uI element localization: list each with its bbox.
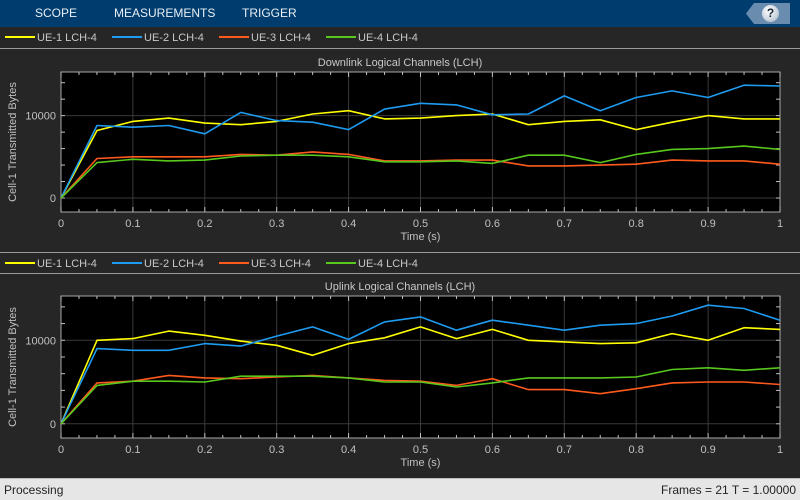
x-axis-label: Time (s) (401, 231, 441, 243)
legend-line-ue3 (219, 262, 249, 265)
help-button[interactable]: ? (746, 3, 790, 24)
series-line-ue1 (60, 109, 780, 199)
downlink-plot-panel: Downlink Logical Channels (LCH) 0 0.1 0.2 0… (0, 50, 800, 252)
status-bar: Processing Frames = 21 T = 1.00000 (0, 478, 800, 500)
x-tick-label: 0.1 (125, 444, 140, 456)
y-tick-label: 10000 (25, 335, 56, 347)
series-line-ue3 (60, 151, 781, 199)
legend-line-ue1 (5, 262, 35, 265)
legend-label: UE-3 LCH-4 (251, 32, 311, 44)
x-tick-label: 0.6 (485, 218, 500, 230)
series-line-ue2 (60, 84, 781, 199)
x-tick-label: 0.3 (269, 218, 284, 230)
x-tick-label: 0 (58, 444, 64, 456)
legend-item-ue3[interactable]: UE-3 LCH-4 (219, 27, 311, 49)
downlink-plot-title: Downlink Logical Channels (LCH) (317, 57, 483, 69)
x-axis-label: Time (s) (401, 457, 441, 469)
y-axis-label: Cell-1 Transmitted Bytes (7, 307, 19, 427)
x-tick-label: 0.4 (341, 218, 356, 230)
y-axis-label: Cell-1 Transmitted Bytes (7, 82, 19, 202)
series-line-ue4 (60, 367, 781, 425)
x-tick-label: 0.2 (197, 444, 212, 456)
toolstrip: SCOPE MEASUREMENTS TRIGGER ? (0, 0, 800, 27)
status-text: Processing (4, 483, 64, 497)
x-tick-label: 0.1 (125, 218, 140, 230)
x-tick-label: 0.2 (197, 218, 212, 230)
series-line-ue4 (60, 145, 781, 199)
legend-item-ue2[interactable]: UE-2 LCH-4 (112, 27, 204, 49)
x-tick-label: 1 (777, 218, 783, 230)
legend-item-ue1[interactable]: UE-1 LCH-4 (5, 253, 97, 275)
legend-line-ue2 (112, 262, 142, 265)
y-tick-label: 0 (50, 193, 56, 205)
x-tick-label: 0.9 (700, 444, 715, 456)
y-tick-label: 0 (50, 419, 56, 431)
legend-label: UE-4 LCH-4 (358, 32, 418, 44)
help-icon: ? (762, 5, 779, 22)
legend-line-ue2 (112, 36, 142, 39)
legend-label: UE-1 LCH-4 (37, 258, 97, 270)
x-tick-label: 0.7 (557, 218, 572, 230)
uplink-plot-panel: Uplink Logical Channels (LCH) 0 0.1 0.2 0.3… (0, 275, 800, 478)
legend-item-ue2[interactable]: UE-2 LCH-4 (112, 253, 204, 275)
legend-uplink: UE-1 LCH-4 UE-2 LCH-4 UE-3 LCH-4 UE-4 LC… (0, 252, 800, 274)
legend-line-ue3 (219, 36, 249, 39)
x-tick-label: 0.5 (413, 444, 428, 456)
x-tick-label: 0.5 (413, 218, 428, 230)
legend-item-ue4[interactable]: UE-4 LCH-4 (326, 27, 418, 49)
x-tick-label: 0.3 (269, 444, 284, 456)
legend-label: UE-1 LCH-4 (37, 32, 97, 44)
downlink-chart[interactable]: 0 0.1 0.2 0.3 0.4 0.5 0.6 0.7 0.8 0.9 1 0 10000 Time … (0, 50, 800, 252)
legend-item-ue3[interactable]: UE-3 LCH-4 (219, 253, 311, 275)
x-tick-label: 0.8 (629, 444, 644, 456)
x-tick-label: 0.7 (557, 444, 572, 456)
legend-downlink: UE-1 LCH-4 UE-2 LCH-4 UE-3 LCH-4 UE-4 LC… (0, 27, 800, 49)
tab-measurements[interactable]: MEASUREMENTS (114, 6, 216, 20)
series-line-ue1 (60, 326, 781, 425)
legend-line-ue1 (5, 36, 35, 39)
x-tick-label: 0.6 (485, 444, 500, 456)
legend-label: UE-3 LCH-4 (251, 258, 311, 270)
tab-trigger[interactable]: TRIGGER (242, 6, 297, 20)
x-tick-label: 1 (777, 444, 783, 456)
uplink-plot-title: Uplink Logical Channels (LCH) (324, 281, 476, 293)
legend-line-ue4 (326, 262, 356, 265)
x-tick-label: 0.4 (341, 444, 356, 456)
x-tick-label: 0 (58, 218, 64, 230)
uplink-chart[interactable]: 0 0.1 0.2 0.3 0.4 0.5 0.6 0.7 0.8 0.9 1 0 10000 Time … (0, 275, 800, 478)
x-tick-label: 0.9 (700, 218, 715, 230)
y-tick-label: 10000 (25, 111, 56, 123)
legend-label: UE-2 LCH-4 (144, 258, 204, 270)
legend-item-ue4[interactable]: UE-4 LCH-4 (326, 253, 418, 275)
frames-time-readout: Frames = 21 T = 1.00000 (661, 483, 796, 497)
legend-label: UE-4 LCH-4 (358, 258, 418, 270)
legend-label: UE-2 LCH-4 (144, 32, 204, 44)
series-line-ue2 (60, 304, 781, 425)
x-tick-label: 0.8 (629, 218, 644, 230)
tab-scope[interactable]: SCOPE (35, 6, 78, 20)
legend-line-ue4 (326, 36, 356, 39)
legend-item-ue1[interactable]: UE-1 LCH-4 (5, 27, 97, 49)
